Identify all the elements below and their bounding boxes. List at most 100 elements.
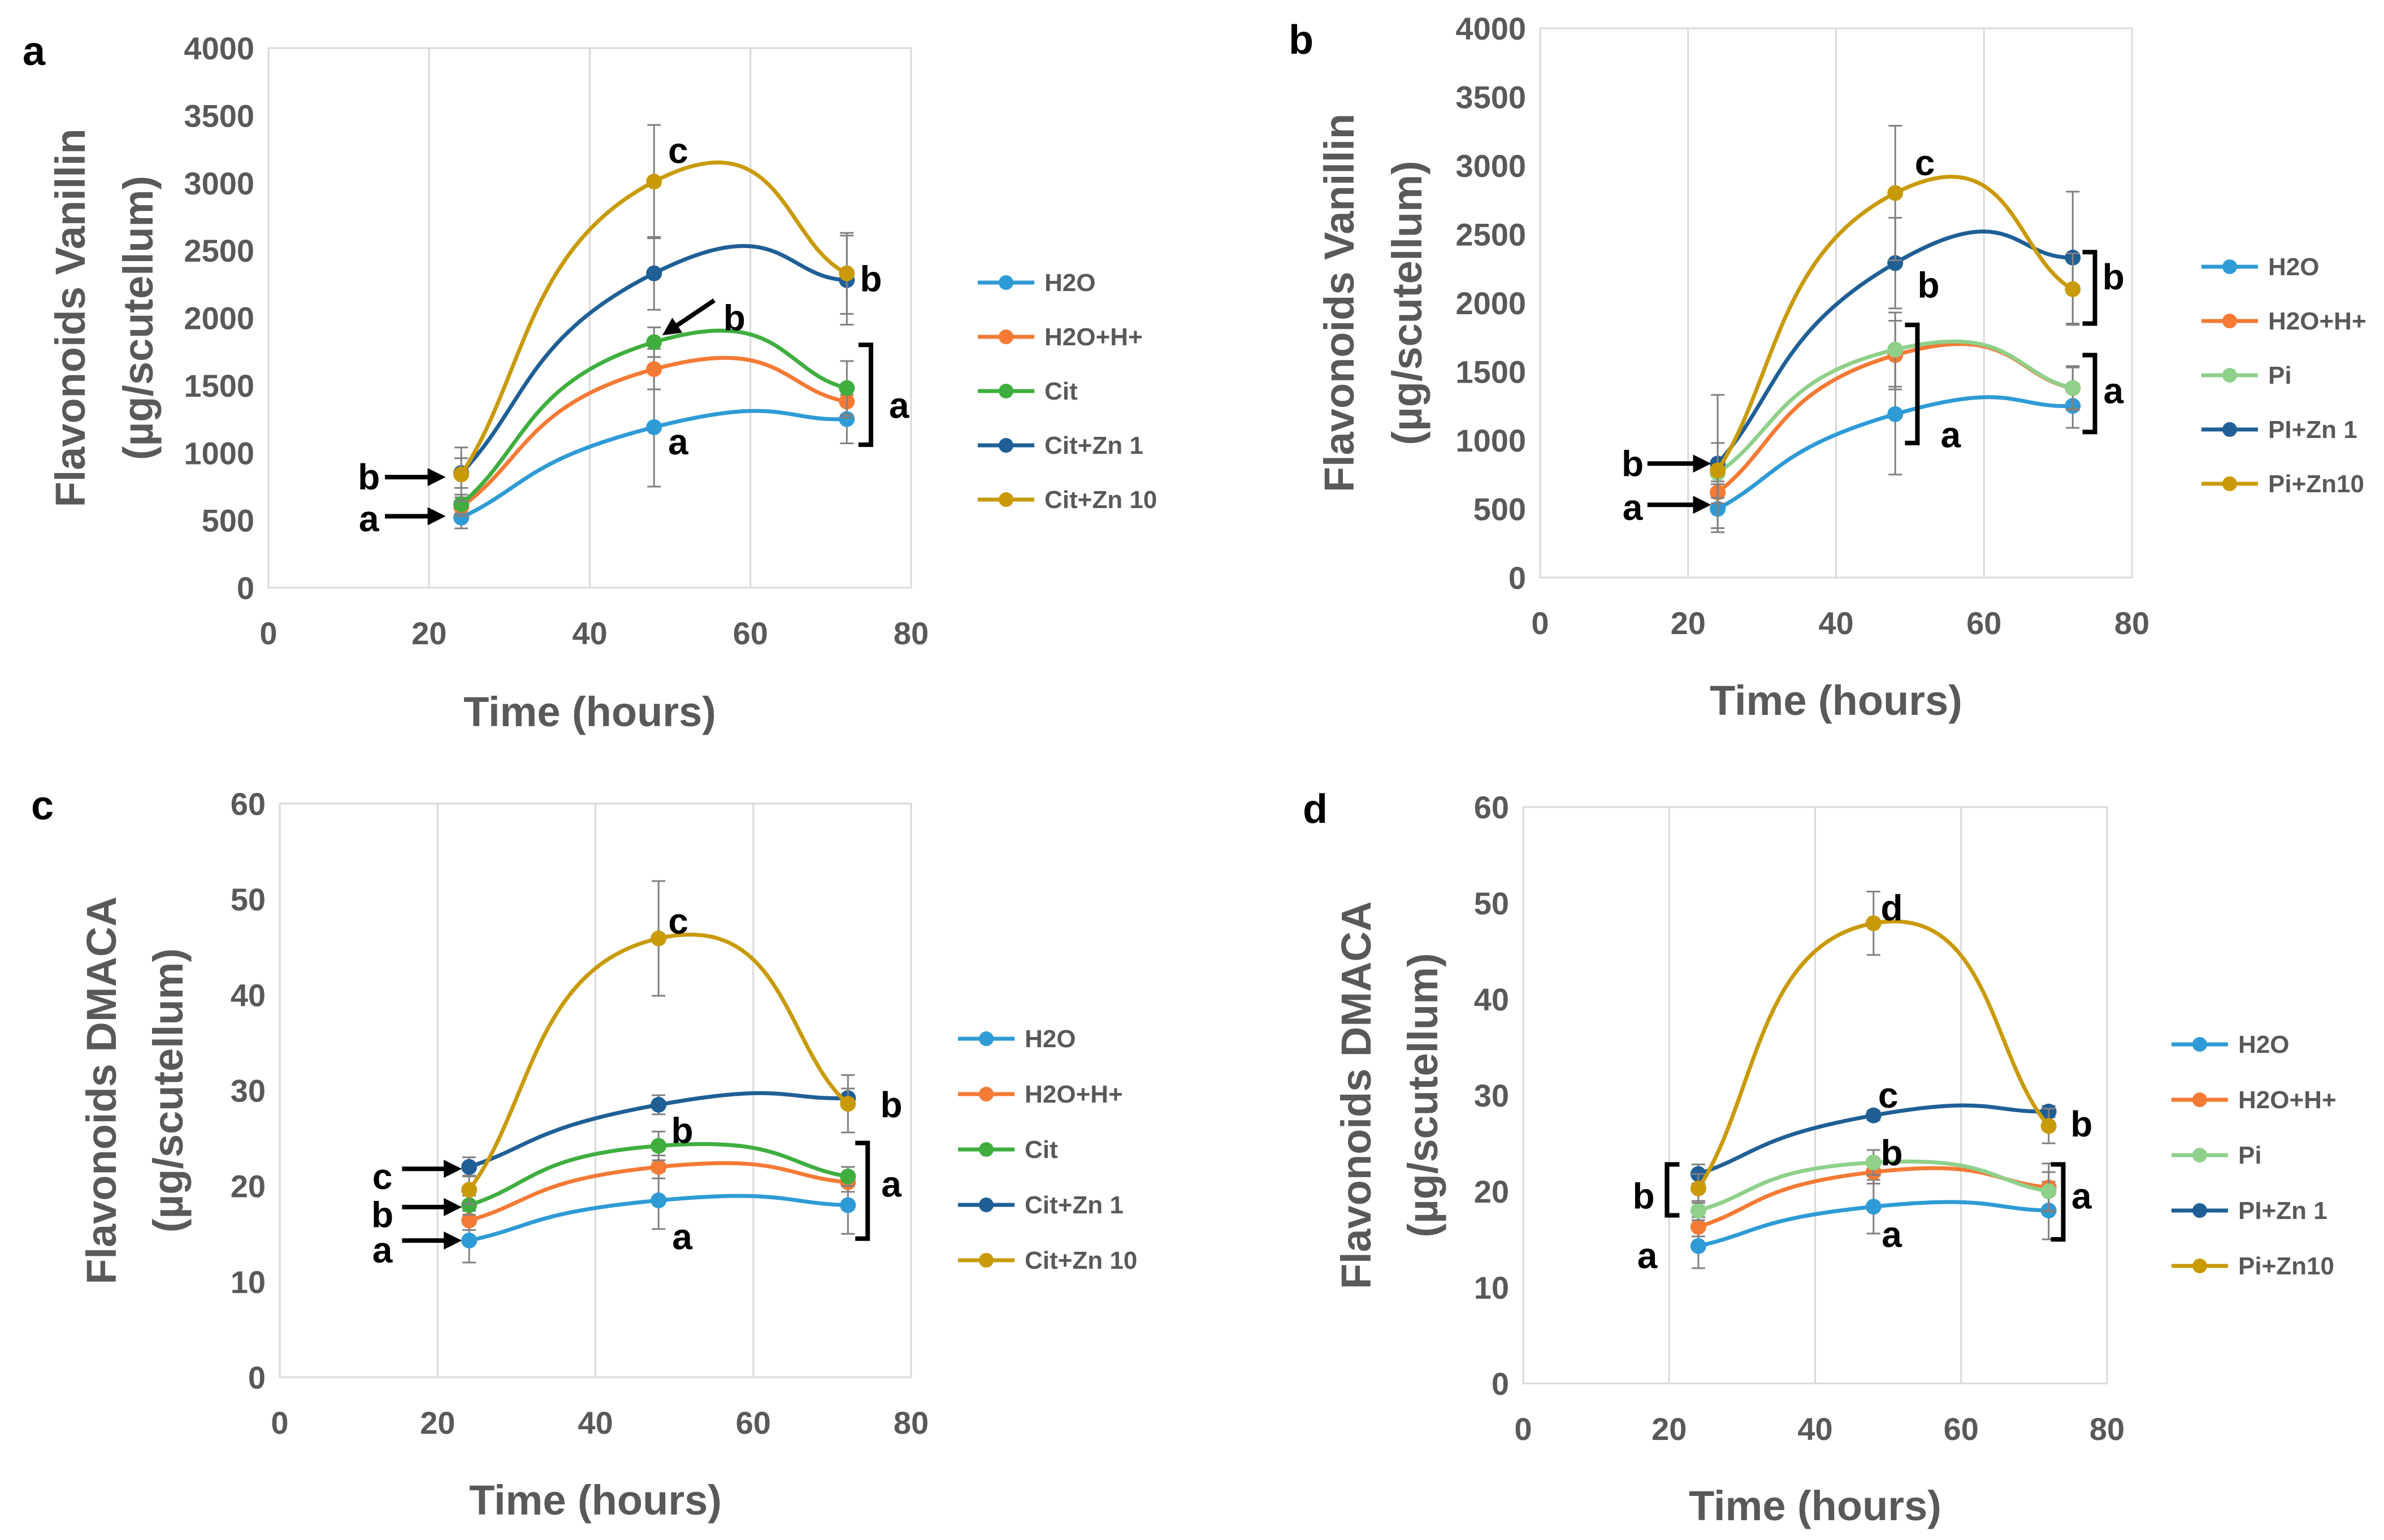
legend-label: Pi+Zn10 — [2238, 1252, 2334, 1280]
x-tick-label: 60 — [736, 1405, 771, 1441]
significance-letter: a — [881, 1164, 901, 1204]
legend-label: H2O — [1044, 269, 1095, 297]
significance-letter: b — [1633, 1176, 1655, 1217]
data-point — [646, 361, 662, 378]
legend-swatch-marker — [2222, 422, 2237, 437]
y-tick-label: 3500 — [1455, 80, 1526, 115]
significance-bracket — [858, 342, 873, 447]
legend-swatch-marker — [2192, 1259, 2207, 1273]
legend-label: Cit+Zn 1 — [1025, 1191, 1124, 1219]
legend-swatch-marker — [2222, 314, 2237, 328]
panel-d: d 0 10 20 30 40 50 60 0 20 40 60 80 Flavonoids DMACA (… — [1303, 787, 2337, 1529]
data-point — [1865, 1155, 1882, 1170]
significance-bracket — [2051, 1162, 2066, 1242]
data-point — [646, 173, 662, 190]
y-tick-label: 40 — [1474, 982, 1509, 1017]
legend-label: Cit+Zn 1 — [1044, 432, 1143, 459]
x-axis-title: Time (hours) — [469, 1477, 722, 1524]
y-tick-label: 40 — [231, 977, 266, 1013]
legend-label: PI+Zn 1 — [2238, 1197, 2327, 1225]
y-tick-label: 4000 — [184, 31, 254, 66]
y-tick-label: 2000 — [184, 301, 254, 336]
significance-letter: b — [881, 1084, 903, 1125]
significance-bracket — [2082, 250, 2097, 326]
significance-bracket — [1905, 322, 1920, 445]
y-axis-title: Flavonoids DMACA — [1333, 901, 1380, 1290]
y-tick-label: 10 — [1474, 1270, 1509, 1305]
data-point — [1887, 406, 1904, 422]
x-axis-title: Time (hours) — [1710, 677, 1962, 724]
data-point — [461, 1182, 478, 1198]
data-point — [839, 265, 855, 281]
data-point — [461, 1212, 478, 1229]
legend-label: H2O+H+ — [1025, 1081, 1123, 1108]
y-tick-label: 3000 — [1455, 148, 1526, 184]
data-point — [840, 1096, 856, 1112]
legend-swatch-marker — [999, 329, 1013, 344]
x-tick-label: 0 — [271, 1405, 288, 1441]
y-tick-label: 1000 — [1455, 423, 1526, 458]
significance-letter: b — [2070, 1104, 2092, 1144]
y-tick-label: 2500 — [184, 233, 254, 268]
legend-swatch-marker — [2192, 1203, 2207, 1218]
legend-swatch-marker — [2192, 1037, 2207, 1052]
x-tick-label: 80 — [894, 1405, 929, 1441]
significance-letter: a — [1941, 414, 1961, 455]
data-point — [1865, 915, 1882, 931]
y-tick-label: 4000 — [1455, 11, 1526, 46]
y-tick-label: 0 — [237, 570, 254, 606]
legend-label: H2O — [2238, 1031, 2289, 1059]
y-tick-label: 2500 — [1455, 217, 1526, 253]
y-tick-label: 30 — [1474, 1078, 1509, 1113]
significance-letter: c — [668, 130, 688, 171]
data-point — [646, 419, 662, 435]
y-tick-label: 0 — [248, 1360, 266, 1395]
legend-swatch-marker — [999, 384, 1013, 398]
data-point — [1887, 255, 1904, 271]
data-point — [1690, 1238, 1706, 1254]
significance-letter: b — [723, 298, 745, 339]
legend-swatch-marker — [979, 1142, 994, 1157]
x-tick-label: 20 — [1652, 1411, 1687, 1447]
y-tick-label: 60 — [231, 786, 266, 822]
data-point — [840, 1168, 856, 1185]
legend-label: Pi — [2268, 362, 2292, 389]
data-point — [840, 1197, 856, 1213]
significance-letter: a — [1623, 487, 1643, 528]
y-tick-label: 50 — [231, 882, 266, 917]
legend-swatch-marker — [979, 1198, 994, 1212]
y-tick-label: 10 — [231, 1264, 266, 1300]
legend-label: Cit+Zn 10 — [1044, 486, 1157, 514]
y-axis-subtitle: (µg/scutellum) — [1384, 160, 1431, 445]
legend-swatch-marker — [2192, 1092, 2207, 1107]
significance-letter: d — [1881, 888, 1903, 929]
data-point — [651, 1096, 667, 1113]
panel-label: a — [23, 29, 46, 74]
y-tick-label: 2000 — [1455, 285, 1526, 321]
data-point — [461, 1233, 478, 1249]
y-tick-label: 1500 — [1455, 354, 1526, 390]
data-point — [651, 1138, 667, 1154]
legend-swatch-marker — [999, 492, 1013, 507]
data-point — [651, 930, 667, 947]
legend-label: Cit+Zn 10 — [1025, 1247, 1137, 1274]
x-tick-label: 0 — [259, 615, 277, 651]
legend-label: PI+Zn 1 — [2268, 416, 2357, 444]
x-tick-label: 40 — [572, 615, 607, 651]
legend-swatch-marker — [979, 1253, 994, 1268]
legend-label: H2O+H+ — [1044, 323, 1143, 351]
y-tick-label: 3500 — [184, 98, 254, 133]
y-tick-label: 60 — [1474, 789, 1509, 825]
significance-letter: a — [1637, 1235, 1658, 1276]
y-tick-label: 20 — [1474, 1174, 1509, 1209]
y-tick-label: 500 — [202, 503, 254, 539]
x-tick-label: 40 — [1818, 605, 1853, 641]
significance-letter: b — [1918, 264, 1940, 305]
data-point — [1865, 1107, 1882, 1123]
x-tick-label: 20 — [411, 615, 447, 651]
data-point — [1690, 1180, 1706, 1196]
data-point — [1690, 1218, 1706, 1235]
significance-letter: b — [2103, 257, 2125, 297]
panel-a: a 0 500 1000 1500 2000 2500 3000 3500 4000 0 20 40 60… — [23, 29, 1157, 735]
significance-letter: b — [358, 457, 380, 497]
